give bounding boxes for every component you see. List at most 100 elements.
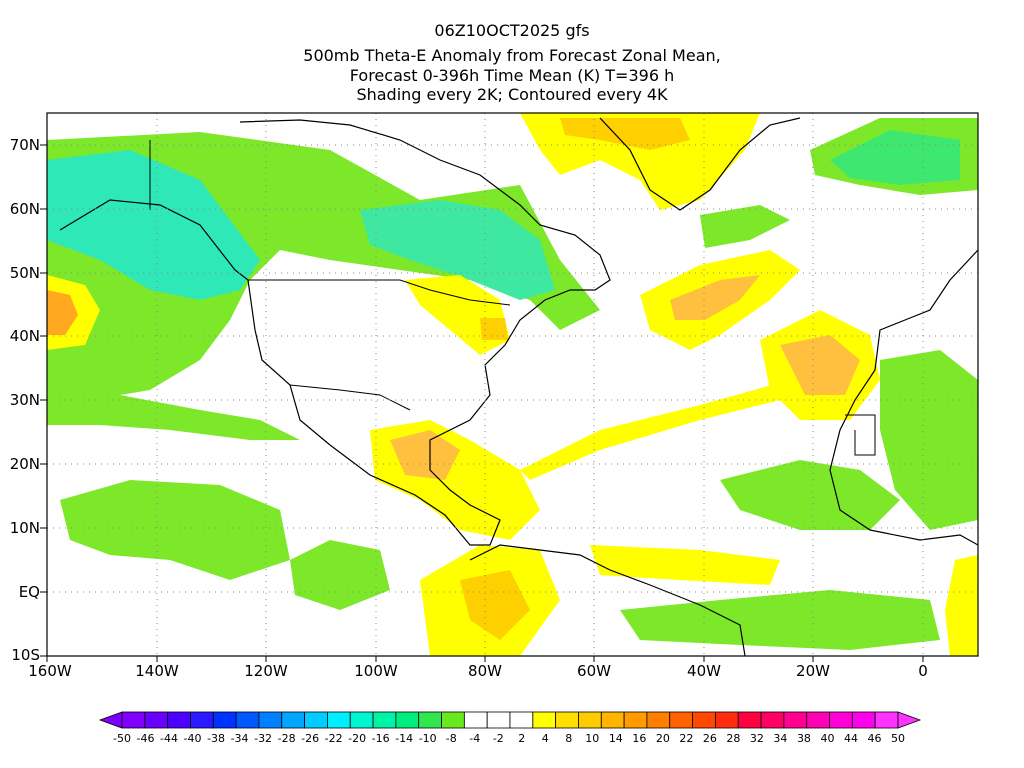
colorbar-label: -4	[469, 732, 481, 745]
colorbar-swatch	[509, 711, 534, 729]
anomaly-region-baffin-core	[560, 118, 690, 150]
shading-layer	[47, 113, 978, 656]
coastline-greenland	[599, 117, 801, 211]
border-west-sahara	[845, 414, 876, 456]
coastline-north-america	[59, 119, 611, 546]
colorbar-swatch	[486, 711, 511, 729]
colorbar-label: -14	[395, 732, 414, 745]
lon-label: 20W	[796, 662, 830, 680]
colorbar-label: 34	[773, 732, 788, 745]
lon-label: 100W	[354, 662, 398, 680]
colorbar-label: -50	[113, 732, 131, 745]
axis-ticks	[40, 144, 924, 662]
colorbar-swatch	[212, 711, 237, 729]
colorbar-swatch	[463, 711, 488, 729]
colorbar-label: 28	[726, 732, 741, 745]
colorbar-swatch	[737, 711, 762, 729]
anomaly-region-atlantic-swirl-west-core	[670, 275, 760, 320]
colorbar-label: -34	[230, 732, 249, 745]
colorbar-label: 32	[749, 732, 764, 745]
colorbar-label: -10	[418, 732, 437, 745]
colorbar-swatch	[281, 711, 305, 729]
colorbar-label: -8	[445, 732, 457, 745]
lat-label: 20N	[9, 455, 40, 473]
anomaly-region-tropical-pacific	[60, 480, 290, 580]
colorbar-label: 8	[565, 732, 573, 745]
lon-label: 160W	[28, 662, 72, 680]
anomaly-region-guinea	[945, 555, 978, 656]
anomaly-region-west-africa	[720, 460, 900, 530]
coastlines	[59, 117, 978, 656]
colorbar-label: 26	[702, 732, 717, 745]
colorbar-label: -28	[277, 732, 296, 745]
plot-frame	[46, 112, 979, 657]
colorbar-label: 50	[891, 732, 905, 745]
lat-label: 70N	[9, 136, 40, 154]
colorbar	[98, 711, 922, 729]
anomaly-region-northeast-us-core	[480, 318, 508, 340]
colorbar-swatch	[783, 711, 808, 729]
lat-label: 60N	[9, 200, 40, 218]
colorbar-swatch	[235, 711, 260, 729]
colorbar-swatch	[715, 711, 739, 729]
colorbar-swatch	[532, 711, 557, 729]
colorbar-swatch	[669, 711, 693, 729]
anomaly-region-equatorial-atlantic	[590, 545, 780, 585]
border-us-canada	[248, 279, 511, 306]
colorbar-label: 2	[518, 732, 526, 745]
lat-label: 50N	[9, 264, 40, 282]
anomaly-region-central-america-core	[390, 430, 460, 480]
colorbar-label: 38	[796, 732, 811, 745]
colorbar-label: 16	[632, 732, 647, 745]
lat-label: EQ	[18, 583, 40, 601]
title-line-1: 06Z10OCT2025 gfs	[434, 21, 590, 40]
colorbar-swatch	[555, 711, 579, 729]
anomaly-region-south-america-core	[460, 570, 530, 640]
colorbar-swatch	[395, 711, 420, 729]
anomaly-region-greenland-east-core	[830, 130, 960, 185]
colorbar-swatch	[829, 711, 853, 729]
title-line-2: 500mb Theta-E Anomaly from Forecast Zona…	[303, 46, 721, 65]
anomaly-region-canada-cyan	[360, 200, 555, 300]
colorbar-label: -44	[160, 732, 178, 745]
colorbar-label: -46	[136, 732, 155, 745]
colorbar-swatch	[190, 711, 214, 729]
colorbar-swatch	[874, 711, 899, 729]
colorbar-label: 10	[585, 732, 600, 745]
colorbar-swatch	[646, 711, 671, 729]
colorbar-swatch	[692, 711, 716, 729]
title-line-3: Forecast 0-396h Time Mean (K) T=396 h	[349, 66, 675, 85]
colorbar-label: 14	[608, 732, 623, 745]
anomaly-region-pacific-band	[47, 395, 300, 440]
colorbar-swatch	[418, 711, 442, 729]
lat-label: 40N	[9, 327, 40, 345]
lat-label: 10S	[11, 646, 40, 664]
border-us-mexico	[289, 384, 411, 411]
lon-label: 80W	[468, 662, 502, 680]
colorbar-swatch	[760, 711, 785, 729]
colorbar-swatch	[623, 711, 648, 729]
colorbar-arrow-right	[897, 711, 922, 729]
colorbar-label: -38	[207, 732, 226, 745]
colorbar-swatch	[600, 711, 625, 729]
colorbar-label: -16	[371, 732, 390, 745]
colorbar-label: -26	[301, 732, 320, 745]
colorbar-swatch	[372, 711, 397, 729]
colorbar-label: 40	[820, 732, 835, 745]
coastline-south-america	[469, 544, 746, 656]
lon-label: 140W	[135, 662, 179, 680]
lon-label: 60W	[577, 662, 611, 680]
lat-label: 10N	[9, 519, 40, 537]
anomaly-region-baffin	[520, 113, 760, 210]
colorbar-swatch	[167, 711, 191, 729]
anomaly-region-north-cyan	[47, 150, 260, 300]
colorbar-label: -32	[254, 732, 273, 745]
colorbar-label: -22	[324, 732, 343, 745]
title-line-4: Shading every 2K; Contoured every 4K	[356, 85, 668, 104]
lon-label: 0	[918, 662, 928, 680]
anomaly-region-west-pacific-core	[47, 290, 78, 335]
colorbar-swatch	[327, 711, 351, 729]
colorbar-label: 4	[541, 732, 549, 745]
colorbar-swatch	[304, 711, 328, 729]
